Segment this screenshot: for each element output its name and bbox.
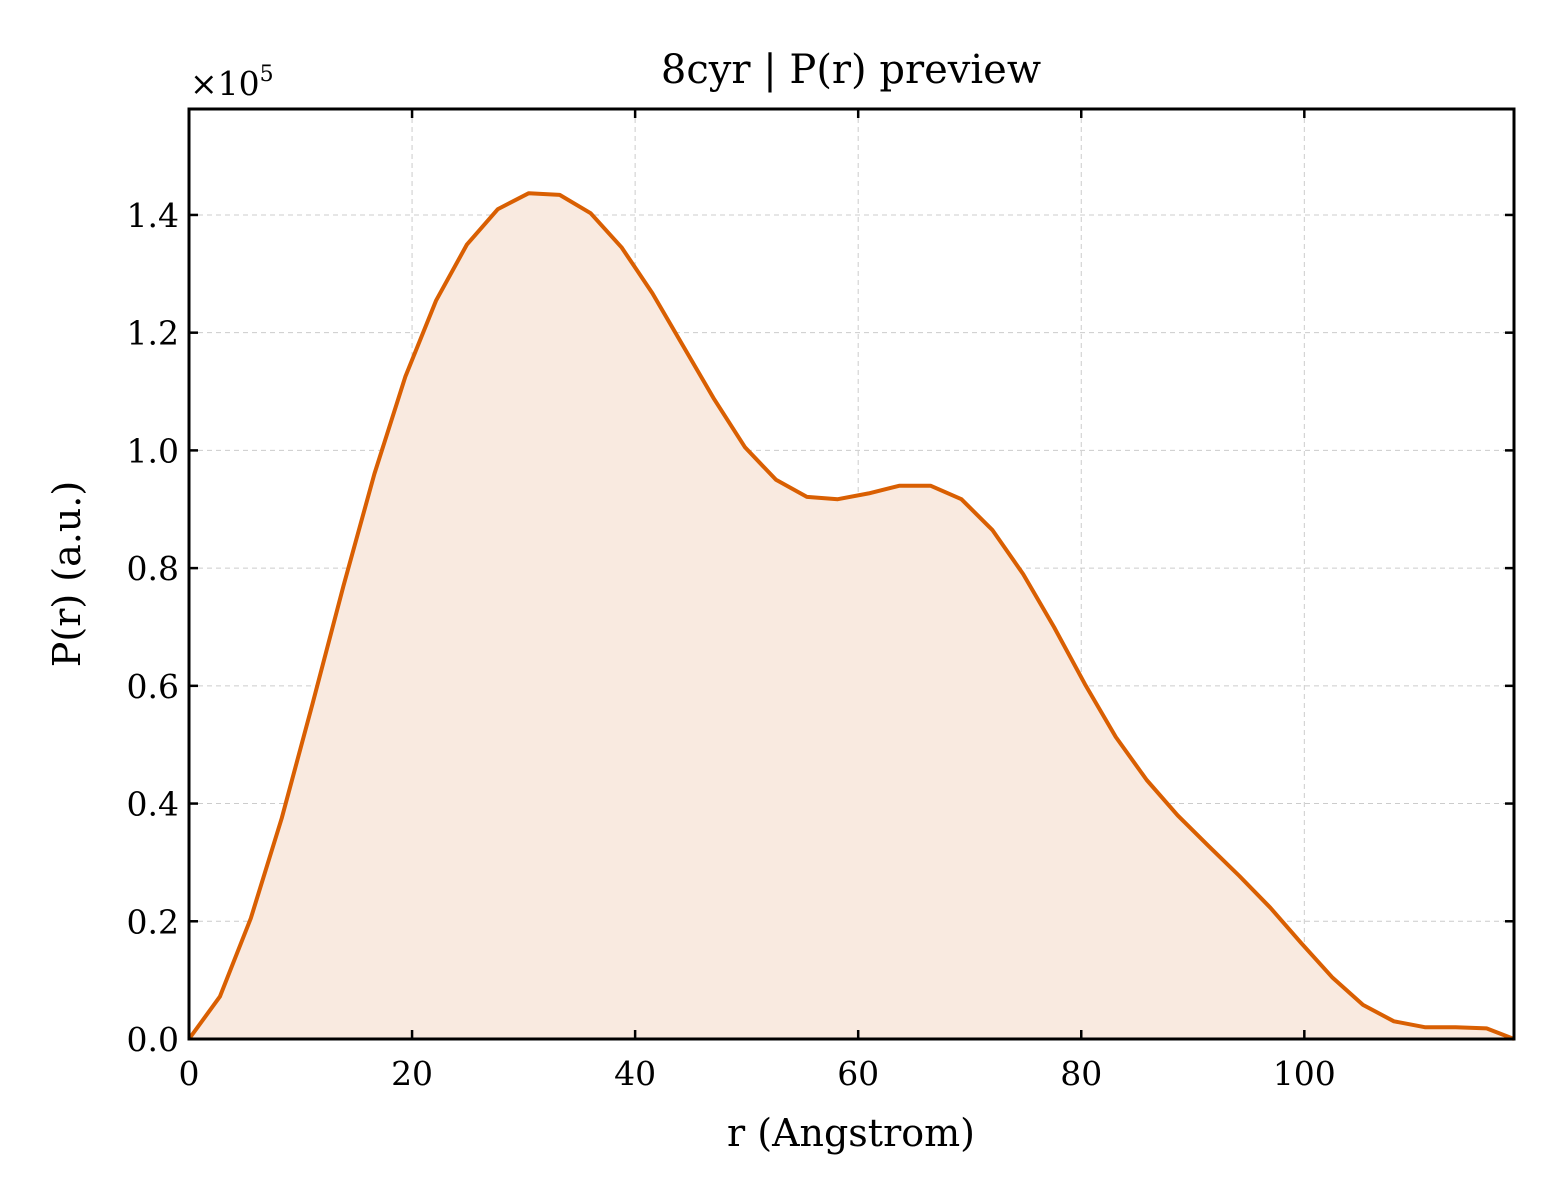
x-tick-labels: 0 20 40 60 80 100 <box>179 1054 1336 1093</box>
x-axis-label: r (Angstrom) <box>727 1111 975 1155</box>
y-tick-label: 0.4 <box>127 785 179 824</box>
series-line <box>187 191 1515 1041</box>
x-tick-label: 60 <box>837 1054 879 1093</box>
y-tick-label: 1.0 <box>127 431 179 470</box>
x-tick-label: 100 <box>1273 1054 1336 1093</box>
y-multiplier-exponent: 5 <box>260 62 274 87</box>
y-tick-label: 0.2 <box>127 902 179 941</box>
y-tick-label: 1.2 <box>127 314 179 353</box>
y-tick-label: 0.0 <box>127 1020 179 1059</box>
x-tick-label: 80 <box>1060 1054 1102 1093</box>
area-fill <box>189 193 1514 1039</box>
y-tick-label: 0.6 <box>127 667 179 706</box>
x-tick-label: 20 <box>391 1054 433 1093</box>
y-axis-label: P(r) (a.u.) <box>45 481 89 667</box>
y-multiplier: ×105 <box>190 62 274 103</box>
y-tick-label: 0.8 <box>127 549 179 588</box>
plot-frame <box>187 107 1516 1041</box>
y-tick-label: 1.4 <box>127 196 179 235</box>
chart-title: 8cyr | P(r) preview <box>661 47 1041 93</box>
y-tick-labels: 0.0 0.2 0.4 0.6 0.8 1.0 1.2 1.4 <box>127 196 179 1059</box>
y-multiplier-base: ×10 <box>190 64 260 103</box>
x-tick-label: 0 <box>179 1054 200 1093</box>
tick-marks <box>187 109 1514 1041</box>
x-tick-label: 40 <box>614 1054 656 1093</box>
